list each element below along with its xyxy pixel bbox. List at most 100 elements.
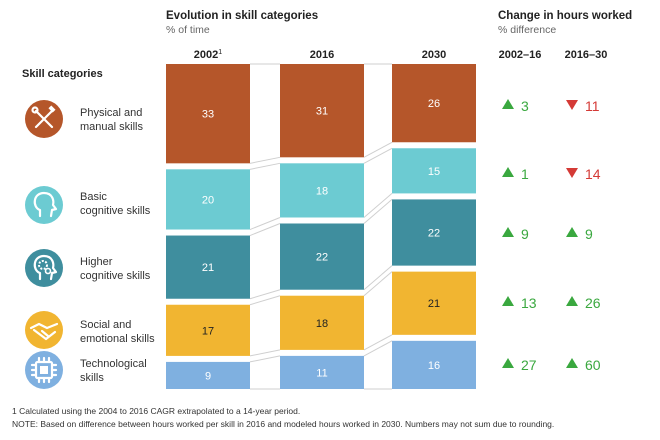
connector-line	[363, 271, 393, 297]
connector-line	[363, 193, 393, 218]
bar-segment	[166, 304, 250, 356]
skill-label-line1: Higher	[80, 256, 113, 268]
up-arrow-icon	[566, 296, 578, 306]
data-label: 33	[202, 109, 214, 121]
bar-segment	[166, 235, 250, 299]
data-label: 11	[316, 367, 327, 379]
footnote-note: NOTE: Based on difference between hours …	[12, 419, 554, 429]
up-arrow-icon	[502, 296, 514, 306]
skill-label-line1: Basic	[80, 191, 107, 203]
change-value: 9	[521, 226, 529, 242]
head-icon	[25, 186, 63, 224]
data-label: 21	[428, 298, 440, 310]
period-label-1: 2002–16	[499, 49, 542, 61]
up-arrow-icon	[566, 358, 578, 368]
year-tick-label: 2030	[422, 49, 446, 61]
bar-segment	[280, 223, 364, 290]
year-tick-label: 2016	[310, 49, 334, 61]
data-label: 22	[428, 228, 440, 240]
evolution-title: Evolution in skill categories	[166, 10, 318, 22]
skill-label-line1: Social and	[80, 319, 131, 331]
connector-line	[363, 334, 393, 351]
connector-line	[363, 147, 393, 164]
bar-segment	[392, 340, 476, 389]
skill-label-line2: manual skills	[80, 121, 143, 133]
up-arrow-icon	[502, 227, 514, 237]
bar-segment	[392, 199, 476, 266]
data-label: 17	[202, 325, 214, 337]
change-subtitle: % difference	[498, 24, 556, 36]
skill-categories-label: Skill categories	[22, 68, 103, 80]
data-label: 26	[428, 98, 440, 110]
up-arrow-icon	[502, 99, 514, 109]
data-label: 21	[202, 262, 214, 274]
data-label: 18	[316, 318, 328, 330]
change-value: 14	[585, 166, 601, 182]
skill-label-line2: cognitive skills	[80, 270, 151, 282]
bar-segment	[392, 148, 476, 194]
skill-labels: Physical and manual skills Basic cognitive …	[80, 107, 155, 384]
connector-line	[249, 162, 281, 170]
connector-line	[249, 289, 281, 300]
up-arrow-icon	[566, 227, 578, 237]
bar-segment	[166, 64, 250, 164]
chip-icon	[25, 351, 63, 389]
change-value: 26	[585, 295, 601, 311]
change-title: Change in hours worked	[498, 10, 632, 22]
connector-line	[249, 295, 281, 306]
change-value: 9	[585, 226, 593, 242]
connector-line	[363, 265, 393, 291]
change-value: 13	[521, 295, 537, 311]
bar-segment	[280, 64, 364, 158]
data-label: 15	[428, 166, 440, 178]
up-arrow-icon	[502, 167, 514, 177]
up-arrow-icon	[502, 358, 514, 368]
bar-connectors	[249, 63, 393, 390]
down-arrow-icon	[566, 100, 578, 110]
skill-label-line2: cognitive skills	[80, 205, 151, 217]
skill-label-line2: skills	[80, 372, 104, 384]
bar-segment	[166, 361, 250, 389]
bar-segment	[280, 355, 364, 389]
skill-icons	[25, 100, 63, 389]
bar-segment	[392, 271, 476, 335]
bar-segment	[280, 163, 364, 218]
down-arrow-icon	[566, 168, 578, 178]
connector-line	[249, 156, 281, 164]
evolution-subtitle: % of time	[166, 24, 210, 36]
connector-line	[249, 349, 281, 357]
skill-label-line1: Physical and	[80, 107, 142, 119]
data-label: 9	[205, 370, 211, 382]
skill-label-line2: emotional skills	[80, 333, 155, 345]
period-label-2: 2016–30	[565, 49, 608, 61]
bars-group: 33 20 21 17 9 20021 31 18 22 18 11 2016 26 15 22 21 16 20…	[166, 49, 476, 389]
head-gears-icon	[25, 249, 63, 287]
skill-label-line1: Technological	[80, 358, 147, 370]
connector-line	[363, 340, 393, 357]
connector-line	[249, 355, 281, 363]
data-label: 22	[316, 252, 328, 264]
change-value: 11	[585, 98, 600, 114]
change-value: 1	[521, 166, 529, 182]
bar-segment	[280, 295, 364, 350]
connector-line	[363, 141, 393, 158]
connector-line	[249, 223, 281, 236]
year-tick-label: 20021	[194, 49, 222, 61]
bar-segment	[166, 169, 250, 230]
data-label: 20	[202, 194, 214, 206]
bar-segment	[392, 64, 476, 143]
handshake-icon	[25, 311, 63, 349]
data-label: 16	[428, 360, 440, 372]
change-value: 60	[585, 357, 601, 373]
footnote-1: 1 Calculated using the 2004 to 2016 CAGR…	[12, 406, 300, 416]
connector-line	[363, 199, 393, 224]
data-label: 31	[316, 106, 328, 118]
change-value: 3	[521, 98, 529, 114]
data-label: 18	[316, 185, 328, 197]
tools-icon	[25, 100, 63, 138]
change-value: 27	[521, 357, 537, 373]
connector-line	[249, 217, 281, 230]
